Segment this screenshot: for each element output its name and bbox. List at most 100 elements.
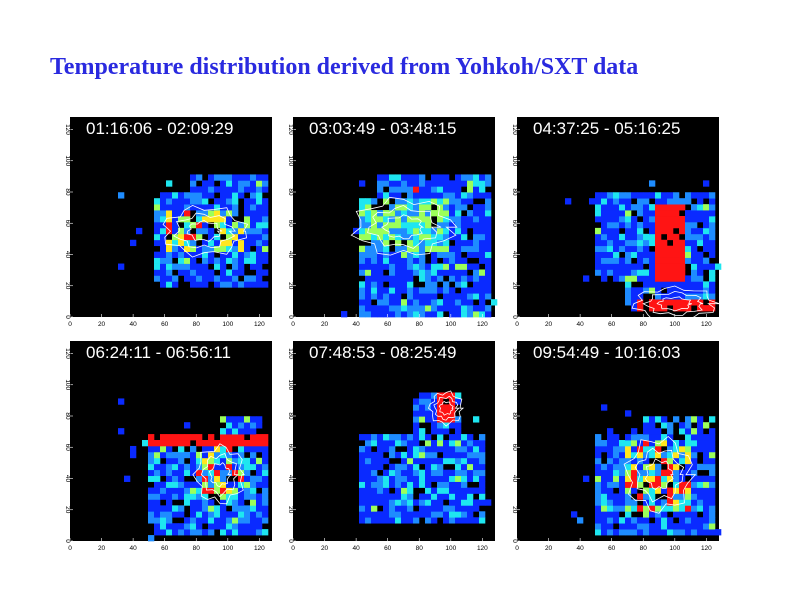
heatmap-cell [679,517,686,524]
heatmap-cell [407,487,414,494]
heatmap-cell [697,517,704,524]
heatmap-cell [709,305,716,312]
heatmap-cell [473,263,480,270]
heatmap-cell [431,305,438,312]
heatmap-cell [184,499,191,506]
heatmap-cell [214,233,221,241]
heatmap-cell [449,227,456,235]
heatmap-cell [679,445,686,453]
heatmap-cell [250,227,257,235]
heatmap-cell [437,305,444,312]
heatmap-cell [637,475,644,482]
heatmap-cell [667,451,674,459]
heatmap-cell [461,245,468,253]
heatmap-cell [419,445,426,453]
heatmap-cell [473,445,480,453]
heatmap-cell [238,245,245,253]
heatmap-cell [365,299,372,306]
heatmap-cell [595,216,602,223]
heatmap-cell [250,263,257,270]
heatmap-cell [685,499,692,506]
heatmap-cell [365,457,372,465]
heatmap-cell [365,463,372,471]
heatmap-cell [202,517,209,524]
heatmap-cell [431,410,438,417]
heatmap-cell [196,245,203,253]
heatmap-cell [679,299,686,306]
heatmap-cell [473,440,480,447]
heatmap-cell [238,186,245,193]
heatmap-cell [124,475,131,482]
heatmap-cell [655,505,662,512]
heatmap-cell [413,416,420,423]
heatmap-cell [607,210,614,217]
heatmap-cell [256,239,263,247]
y-tick-label: 80 [511,188,518,196]
heatmap-cell [244,174,251,181]
heatmap-cell [383,233,390,241]
y-tick-label: 60 [287,220,294,228]
heatmap-cell [437,233,444,241]
heatmap-cell [196,204,203,211]
heatmap-cell [613,233,620,241]
heatmap-cell [407,257,414,264]
heatmap-cell [455,398,462,405]
heatmap-cell [226,245,233,253]
heatmap-cell [395,493,402,500]
heatmap-cell [196,469,203,477]
heatmap-cell [443,422,450,429]
heatmap-cell [667,293,674,300]
heatmap-cell [220,227,227,235]
heatmap-cell [691,269,698,276]
heatmap-cell [437,221,444,229]
heatmap-cell [160,281,167,288]
heatmap-cell [455,511,462,518]
heatmap-cell [244,257,251,264]
heatmap-cell [220,180,227,187]
x-tick-label: 80 [416,321,424,328]
y-tick-label: 120 [64,348,71,359]
heatmap-cell [256,174,263,181]
heatmap-cell [196,481,203,488]
heatmap-cell [479,299,486,306]
heatmap-cell [407,445,414,453]
heatmap-cell [256,434,263,441]
x-tick-label: 100 [445,321,456,328]
heatmap-cell [178,204,185,211]
heatmap-cell [214,210,221,217]
heatmap-cell [383,487,390,494]
contour-line [186,219,223,242]
heatmap-cell [172,216,179,223]
heatmap-cell [595,269,602,276]
heatmap-cell [401,511,408,518]
heatmap-cell [407,174,414,181]
heatmap-cell [220,275,227,282]
heatmap-cell [685,293,692,300]
heatmap-cell [166,204,173,211]
heatmap-cell [413,428,420,435]
heatmap-cell [389,204,396,211]
heatmap-cell [479,257,486,264]
heatmap-cell [431,493,438,500]
heatmap-cell [262,204,269,211]
heatmap-cell [643,239,650,247]
heatmap-cell [613,475,620,482]
heatmap-cell [461,204,468,211]
heatmap-cell [431,174,438,181]
heatmap-cell [160,227,167,235]
heatmap-cell [455,440,462,447]
heatmap-cell [437,493,444,500]
heatmap-cell [431,299,438,306]
heatmap-cell [479,499,486,506]
heatmap-cell [359,293,366,300]
heatmap-cell [667,245,674,253]
heatmap-cell [631,487,638,494]
heatmap-cell [697,204,704,211]
heatmap-cell [473,451,480,459]
heatmap-cell [413,434,420,441]
heatmap-cell [619,493,626,500]
heatmap-cell [166,434,173,441]
heatmap-cell [455,475,462,482]
heatmap-cell [425,275,432,282]
heatmap-cell [431,269,438,276]
